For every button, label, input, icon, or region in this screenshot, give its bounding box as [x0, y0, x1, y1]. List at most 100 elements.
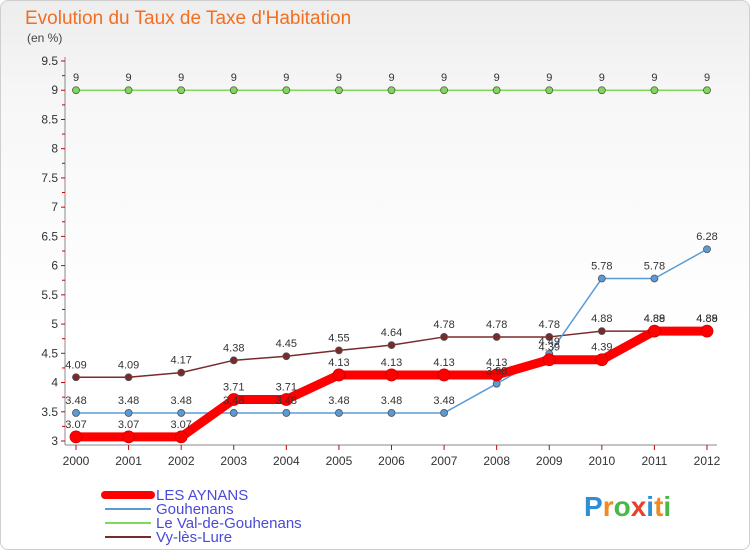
- data-point: [650, 274, 659, 283]
- data-label: 5.78: [591, 260, 612, 272]
- data-label: 9: [651, 72, 657, 84]
- data-point: [229, 356, 238, 365]
- data-label: 4.88: [696, 313, 717, 325]
- data-label: 4.13: [433, 357, 454, 369]
- y-tick-label: 5: [51, 317, 58, 331]
- data-label: 4.88: [644, 313, 665, 325]
- data-label: 4.55: [328, 332, 349, 344]
- data-label: 3.48: [381, 395, 402, 407]
- proxiti-logo: Proxiti: [584, 491, 671, 522]
- chart-subtitle: (en %): [27, 31, 62, 45]
- data-label: 4.13: [381, 357, 402, 369]
- data-label: 9: [178, 72, 184, 84]
- x-tick-label: 2006: [378, 454, 405, 468]
- data-label: 3.71: [223, 381, 244, 393]
- series-points: [69, 86, 714, 444]
- data-point: [597, 327, 606, 335]
- y-tick-label: 8.5: [41, 112, 58, 126]
- data-label: 3.98: [486, 366, 507, 378]
- x-tick-label: 2003: [220, 454, 247, 468]
- data-label: 9: [388, 72, 394, 84]
- data-point: [174, 430, 188, 444]
- data-point: [492, 86, 501, 95]
- data-label: 4.78: [539, 319, 560, 331]
- x-tick-label: 2001: [115, 454, 142, 468]
- data-label: 5.78: [644, 260, 665, 272]
- data-point: [440, 409, 448, 417]
- y-tick-label: 9: [51, 83, 58, 97]
- data-point: [72, 86, 80, 95]
- data-point: [72, 373, 80, 382]
- data-point: [124, 86, 133, 95]
- data-label: 4.39: [591, 342, 612, 354]
- data-label: 9: [546, 72, 552, 84]
- data-label: 4.39: [539, 342, 560, 354]
- y-tick-label: 6.5: [41, 229, 58, 243]
- data-label: 3.07: [65, 419, 86, 431]
- data-label: 6.28: [696, 231, 717, 243]
- data-point: [492, 333, 501, 341]
- data-label: 4.13: [328, 357, 349, 369]
- y-tick-label: 5.5: [41, 288, 58, 302]
- data-point: [700, 324, 714, 338]
- data-point: [124, 409, 133, 417]
- data-label: 9: [231, 72, 237, 84]
- data-label: 4.64: [381, 327, 402, 339]
- data-point: [282, 352, 291, 361]
- x-tick-label: 2008: [483, 454, 510, 468]
- data-point: [332, 368, 346, 382]
- x-tick-label: 2011: [642, 454, 668, 468]
- data-label: 4.45: [276, 338, 297, 350]
- data-label: 4.78: [486, 319, 507, 331]
- y-tick-label: 3: [51, 434, 58, 448]
- y-tick-label: 4: [51, 376, 58, 390]
- data-point: [177, 368, 186, 377]
- data-point: [177, 409, 186, 417]
- data-point: [542, 353, 556, 367]
- data-point: [437, 368, 451, 382]
- data-point: [335, 346, 343, 355]
- data-point: [282, 409, 291, 417]
- data-label: 3.71: [276, 381, 297, 393]
- x-tick-label: 2002: [168, 454, 195, 468]
- data-point: [703, 86, 711, 95]
- y-tick-label: 8: [51, 142, 58, 156]
- data-label: 4.09: [118, 359, 139, 371]
- data-label: 4.89: [696, 313, 717, 325]
- x-tick-label: 2007: [431, 454, 458, 468]
- data-label: 9: [494, 72, 500, 84]
- data-point: [177, 86, 186, 95]
- data-point: [545, 333, 554, 341]
- data-point: [545, 86, 554, 95]
- data-point: [72, 409, 80, 417]
- data-point: [227, 393, 241, 406]
- data-point: [387, 409, 396, 417]
- data-point: [335, 86, 343, 95]
- data-point: [229, 86, 238, 95]
- y-tick-label: 4.5: [41, 346, 58, 360]
- x-tick-label: 2004: [273, 454, 300, 468]
- data-point: [648, 324, 661, 338]
- data-label: 3.48: [223, 395, 244, 407]
- data-point: [122, 430, 135, 444]
- data-point: [335, 409, 343, 417]
- data-point: [387, 86, 396, 95]
- legend-label: Le Val-de-Gouhenans: [156, 515, 302, 532]
- data-point: [279, 393, 293, 406]
- data-label: 3.07: [170, 419, 191, 431]
- data-label: 3.07: [118, 419, 139, 431]
- data-label: 4.78: [433, 319, 454, 331]
- x-tick-label: 2000: [63, 454, 90, 468]
- data-label: 3.48: [170, 395, 191, 407]
- data-label: 4.13: [486, 357, 507, 369]
- data-label: 3.48: [276, 395, 297, 407]
- data-label: 4.09: [65, 359, 86, 371]
- data-label: 9: [704, 72, 710, 84]
- data-label: 4.38: [223, 342, 244, 354]
- data-point: [440, 333, 448, 341]
- data-labels: 9 9 9 9 9 9 9 9 9 9 9 9 9 4.09 4.09 4.17 4.38 4.45 4.55 4.6…: [65, 72, 717, 431]
- x-tick-label: 2009: [536, 454, 563, 468]
- data-label: 4.88: [591, 313, 612, 325]
